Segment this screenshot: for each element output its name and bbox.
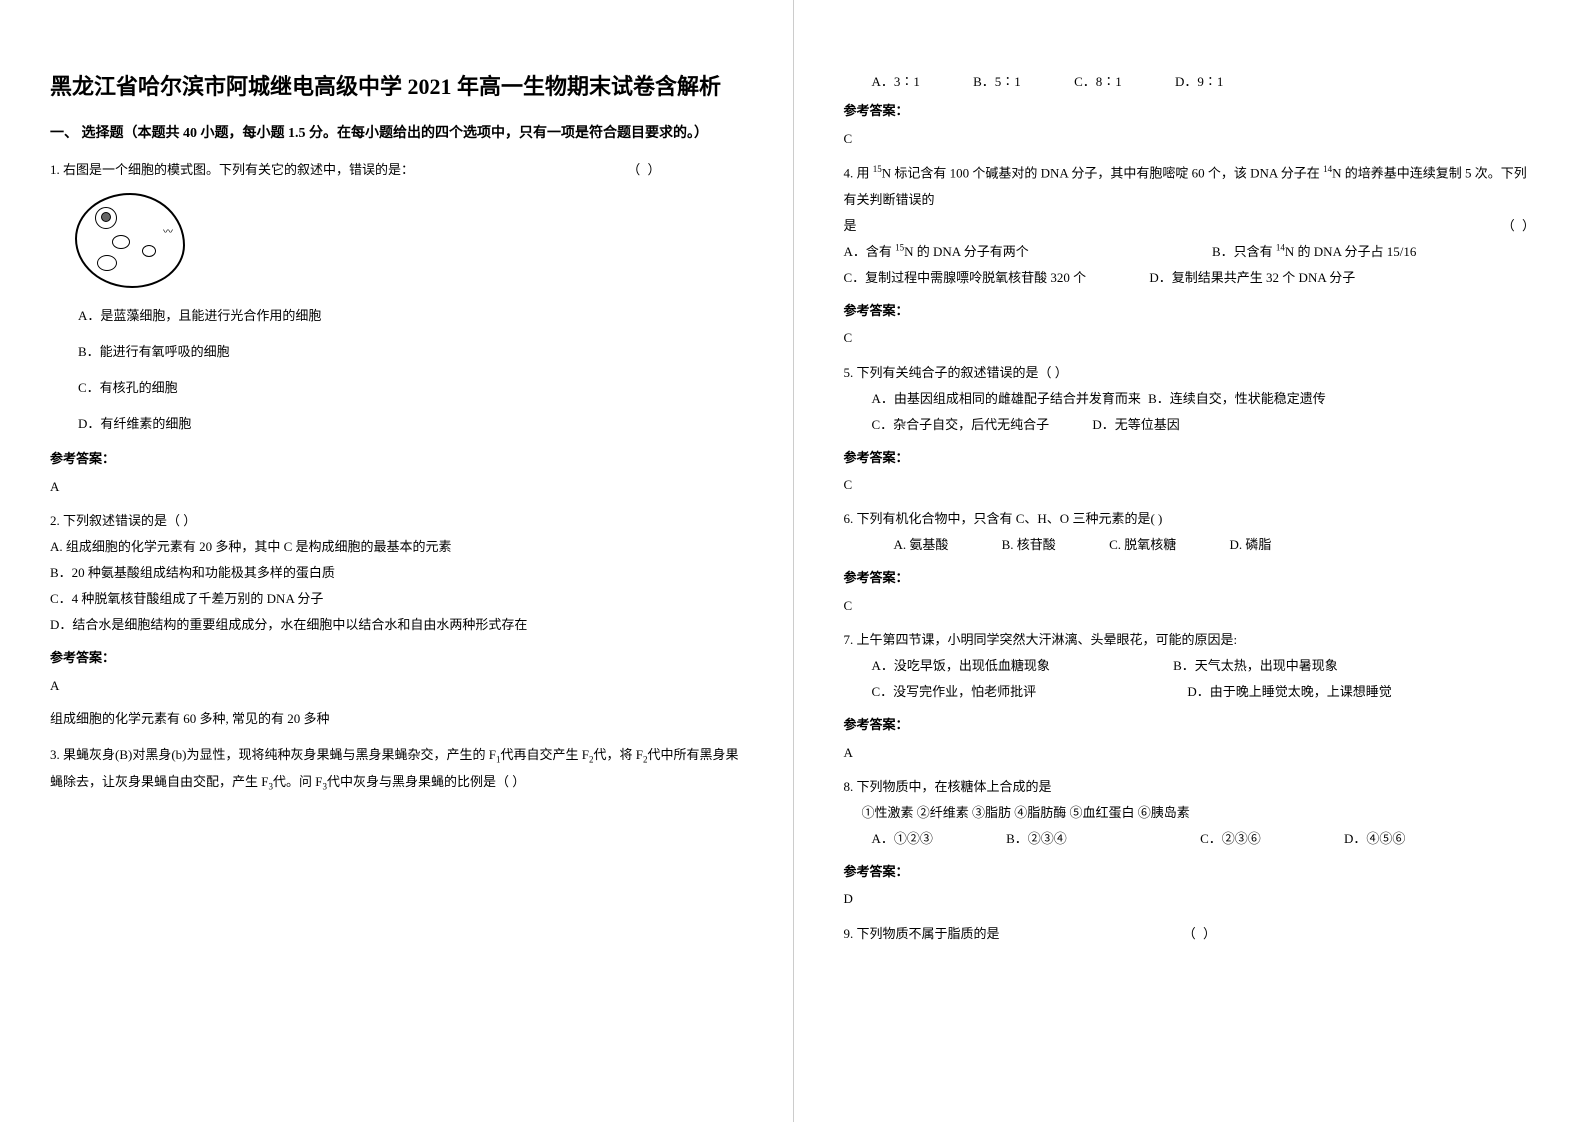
q4-optA-b: N 的 DNA 分子有两个	[904, 244, 1029, 259]
q7-optC: C．没写完作业，怕老师批评	[872, 684, 1037, 699]
q3-text-e: 代。问 F	[273, 774, 322, 789]
cell-diagram: 〰	[75, 193, 185, 288]
question-5: 5. 下列有关纯合子的叙述错误的是（ ） A．由基因组成相同的雌雄配子结合并发育…	[844, 360, 1538, 438]
answer-label-3: 参考答案：	[844, 99, 1538, 122]
q8-items: ①性激素 ②纤维素 ③脂肪 ④脂肪酶 ⑤血红蛋白 ⑥胰岛素	[844, 800, 1538, 826]
q1-optB: B．能进行有氧呼吸的细胞	[78, 339, 743, 365]
q3-options: A．3∶1 B．5∶1 C．8∶1 D．9∶1	[844, 70, 1538, 93]
q3-text-c: 代，将 F	[593, 747, 642, 762]
q4-optB: B．只含有 14N 的 DNA 分子占 15/16	[1212, 244, 1416, 259]
q1-blank: （ ）	[627, 157, 662, 183]
question-8: 8. 下列物质中，在核糖体上合成的是 ①性激素 ②纤维素 ③脂肪 ④脂肪酶 ⑤血…	[844, 774, 1538, 852]
q8-answer: D	[844, 887, 1538, 910]
answer-label-5: 参考答案：	[844, 446, 1538, 469]
q6-optC: C. 脱氧核糖	[1109, 532, 1176, 558]
question-7: 7. 上午第四节课，小明同学突然大汗淋漓、头晕眼花，可能的原因是: A．没吃早饭…	[844, 627, 1538, 705]
q5-optD: D．无等位基因	[1092, 417, 1179, 432]
sup-14: 14	[1323, 164, 1332, 174]
page-title: 黑龙江省哈尔滨市阿城继电高级中学 2021 年高一生物期末试卷含解析	[50, 70, 743, 103]
q7-optA: A．没吃早饭，出现低血糖现象	[872, 658, 1050, 673]
q3-text-b: 代再自交产生 F	[500, 747, 588, 762]
q1-text: 1. 右图是一个细胞的模式图。下列有关它的叙述中，错误的是：	[50, 162, 414, 177]
q4-answer: C	[844, 326, 1538, 349]
q9-blank: （ ）	[1183, 926, 1218, 941]
q5-optA: A．由基因组成相同的雌雄配子结合并发育而来	[872, 391, 1141, 406]
q8-optC: C．②③⑥	[1200, 826, 1261, 852]
sup-15: 15	[873, 164, 882, 174]
q7-optB: B．天气太热，出现中暑现象	[1173, 658, 1338, 673]
q7-text: 7. 上午第四节课，小明同学突然大汗淋漓、头晕眼花，可能的原因是:	[844, 627, 1538, 653]
answer-label-1: 参考答案：	[50, 447, 743, 470]
q2-answer: A	[50, 674, 743, 697]
q5-optB: B．连续自交，性状能稳定遗传	[1148, 391, 1326, 406]
q4-optD: D．复制结果共产生 32 个 DNA 分子	[1149, 270, 1355, 285]
q4-optA-a: A．含有	[844, 244, 896, 259]
q3-optC: C．8∶1	[1074, 70, 1122, 93]
question-2: 2. 下列叙述错误的是（ ） A. 组成细胞的化学元素有 20 多种，其中 C …	[50, 508, 743, 638]
q3-optA: A．3∶1	[872, 70, 920, 93]
q4-optB-a: B．只含有	[1212, 244, 1276, 259]
q2-optA: A. 组成细胞的化学元素有 20 多种，其中 C 是构成细胞的最基本的元素	[50, 534, 743, 560]
q7-answer: A	[844, 741, 1538, 764]
q2-optD: D．结合水是细胞结构的重要组成成分，水在细胞中以结合水和自由水两种形式存在	[50, 612, 743, 638]
q4-text-d: 是	[844, 218, 857, 233]
q7-optD: D．由于晚上睡觉太晚，上课想睡觉	[1187, 684, 1391, 699]
q3-text-f: 代中灰身与黑身果蝇的比例是（ ）	[327, 774, 525, 789]
answer-label-2: 参考答案：	[50, 646, 743, 669]
q8-optB: B．②③④	[1006, 826, 1067, 852]
answer-label-6: 参考答案：	[844, 566, 1538, 589]
q6-options: A. 氨基酸 B. 核苷酸 C. 脱氧核糖 D. 磷脂	[844, 532, 1538, 558]
q6-answer: C	[844, 594, 1538, 617]
q8-options: A．①②③ B．②③④ C．②③⑥ D．④⑤⑥	[844, 826, 1538, 852]
q5-answer: C	[844, 473, 1538, 496]
question-9: 9. 下列物质不属于脂质的是 （ ）	[844, 921, 1538, 947]
question-6: 6. 下列有机化合物中，只含有 C、H、O 三种元素的是( ) A. 氨基酸 B…	[844, 506, 1538, 558]
q8-optA: A．①②③	[872, 826, 933, 852]
sup-14b: 14	[1276, 243, 1285, 253]
q3-optB: B．5∶1	[973, 70, 1021, 93]
answer-label-8: 参考答案：	[844, 860, 1538, 883]
q6-optA: A. 氨基酸	[894, 532, 949, 558]
q2-explain: 组成细胞的化学元素有 60 多种, 常见的有 20 多种	[50, 707, 743, 730]
q4-text-a: 4. 用	[844, 166, 873, 181]
q5-optC: C．杂合子自交，后代无纯合子	[872, 417, 1050, 432]
q1-optD: D．有纤维素的细胞	[78, 411, 743, 437]
q4-optB-b: N 的 DNA 分子占 15/16	[1285, 244, 1416, 259]
answer-label-7: 参考答案：	[844, 713, 1538, 736]
q9-text: 9. 下列物质不属于脂质的是	[844, 926, 1000, 941]
q4-optA: A．含有 15N 的 DNA 分子有两个	[844, 244, 1029, 259]
q5-text: 5. 下列有关纯合子的叙述错误的是（ ）	[844, 360, 1538, 386]
q1-answer: A	[50, 475, 743, 498]
q8-optD: D．④⑤⑥	[1344, 826, 1405, 852]
q2-optC: C．4 种脱氧核苷酸组成了千差万别的 DNA 分子	[50, 586, 743, 612]
q2-text: 2. 下列叙述错误的是（ ）	[50, 508, 743, 534]
q8-text: 8. 下列物质中，在核糖体上合成的是	[844, 774, 1538, 800]
q4-optC: C．复制过程中需腺嘌呤脱氧核苷酸 320 个	[844, 270, 1087, 285]
question-4: 4. 用 15N 标记含有 100 个碱基对的 DNA 分子，其中有胞嘧啶 60…	[844, 160, 1538, 291]
q3-optD: D．9∶1	[1175, 70, 1223, 93]
q6-optD: D. 磷脂	[1229, 532, 1271, 558]
q3-answer: C	[844, 127, 1538, 150]
q1-optC: C．有核孔的细胞	[78, 375, 743, 401]
q4-text-b: N 标记含有 100 个碱基对的 DNA 分子，其中有胞嘧啶 60 个，该 DN…	[882, 166, 1323, 181]
q3-text-a: 3. 果蝇灰身(B)对黑身(b)为显性，现将纯种灰身果蝇与黑身果蝇杂交，产生的 …	[50, 747, 496, 762]
question-3: 3. 果蝇灰身(B)对黑身(b)为显性，现将纯种灰身果蝇与黑身果蝇杂交，产生的 …	[50, 742, 743, 795]
q1-optA: A．是蓝藻细胞，且能进行光合作用的细胞	[78, 303, 743, 329]
question-1: 1. 右图是一个细胞的模式图。下列有关它的叙述中，错误的是： （ ） 〰 A．是…	[50, 157, 743, 437]
answer-label-4: 参考答案：	[844, 299, 1538, 322]
q6-optB: B. 核苷酸	[1002, 532, 1056, 558]
q4-blank: （ ）	[1502, 213, 1537, 239]
q4-text: 4. 用 15N 标记含有 100 个碱基对的 DNA 分子，其中有胞嘧啶 60…	[844, 160, 1538, 212]
q6-text: 6. 下列有机化合物中，只含有 C、H、O 三种元素的是( )	[844, 506, 1538, 532]
q2-optB: B．20 种氨基酸组成结构和功能极其多样的蛋白质	[50, 560, 743, 586]
sup-15b: 15	[895, 243, 904, 253]
section-header: 一、 选择题（本题共 40 小题，每小题 1.5 分。在每小题给出的四个选项中，…	[50, 123, 743, 145]
q3-text: 3. 果蝇灰身(B)对黑身(b)为显性，现将纯种灰身果蝇与黑身果蝇杂交，产生的 …	[50, 742, 743, 795]
